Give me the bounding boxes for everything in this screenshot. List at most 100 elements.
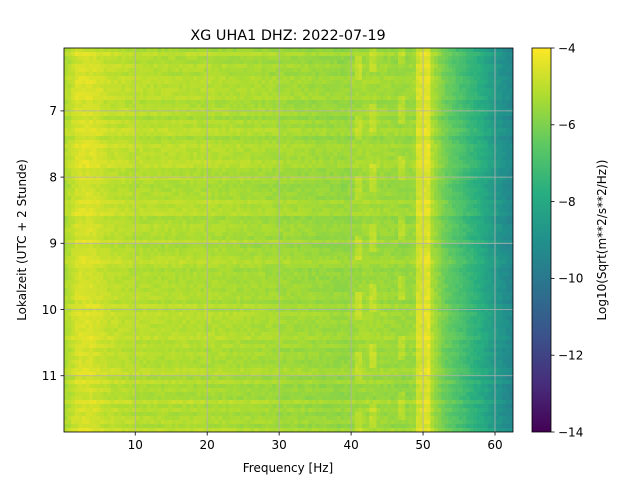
spectrogram-cell [495, 176, 500, 181]
spectrogram-cell [117, 164, 123, 169]
spectrogram-cell [265, 188, 270, 193]
spectrogram-cell [110, 176, 115, 181]
spectrogram-cell [365, 144, 370, 149]
spectrogram-cell [491, 156, 496, 161]
spectrogram-cell [182, 184, 187, 189]
spectrogram-cell [232, 140, 238, 145]
spectrogram-cell [196, 108, 202, 113]
spectrogram-cell [351, 64, 356, 69]
spectrogram-cell [491, 76, 496, 81]
spectrogram-cell [315, 48, 320, 53]
spectrogram-cell [301, 168, 306, 173]
spectrogram-cell [250, 76, 255, 81]
spectrogram-cell [232, 92, 238, 97]
spectrogram-cell [150, 196, 155, 201]
spectrogram-cell [283, 96, 288, 101]
spectrogram-cell [92, 84, 97, 89]
spectrogram-cell [225, 184, 230, 189]
spectrogram-cell [484, 88, 489, 93]
spectrogram-cell [114, 172, 119, 177]
spectrogram-cell [311, 172, 317, 177]
spectrogram-cell [380, 88, 385, 93]
spectrogram-cell [150, 144, 155, 149]
spectrogram-cell [487, 140, 493, 145]
spectrogram-cell [455, 128, 460, 133]
spectrogram-cell [128, 156, 133, 161]
spectrogram-cell [448, 148, 453, 153]
spectrogram-cell [376, 68, 381, 73]
spectrogram-cell [319, 176, 324, 181]
spectrogram-cell [71, 192, 76, 197]
spectrogram-cell [376, 100, 381, 105]
spectrogram-cell [143, 204, 148, 209]
spectrogram-cell [326, 76, 331, 81]
spectrogram-cell [369, 84, 374, 89]
spectrogram-cell [290, 200, 295, 205]
spectrogram-cell [96, 72, 101, 77]
spectrogram-cell [189, 68, 194, 73]
spectrogram-cell [193, 140, 198, 145]
spectrogram-cell [351, 116, 356, 121]
spectrogram-cell [383, 100, 388, 105]
spectrogram-cell [344, 144, 349, 149]
spectrogram-cell [67, 128, 72, 133]
spectrogram-cell [207, 108, 212, 113]
spectrogram-cell [200, 64, 205, 69]
spectrogram-cell [275, 64, 281, 69]
spectrogram-cell [347, 96, 352, 101]
spectrogram-cell [444, 156, 449, 161]
spectrogram-cell [290, 108, 295, 113]
spectrogram-cell [243, 128, 248, 133]
spectrogram-cell [193, 56, 198, 61]
spectrogram-cell [257, 76, 263, 81]
spectrogram-cell [96, 156, 101, 161]
spectrogram-cell [257, 52, 263, 57]
spectrogram-cell [390, 172, 396, 177]
spectrogram-cell [200, 84, 205, 89]
spectrogram-cell [315, 60, 320, 65]
spectrogram-cell [110, 116, 115, 121]
spectrogram-cell [437, 184, 442, 189]
spectrogram-cell [466, 196, 471, 201]
spectrogram-cell [171, 204, 176, 209]
spectrogram-cell [250, 104, 255, 109]
spectrogram-cell [441, 140, 446, 145]
spectrogram-cell [333, 112, 338, 117]
spectrogram-cell [376, 148, 381, 153]
spectrogram-cell [225, 172, 230, 177]
spectrogram-cell [286, 172, 291, 177]
spectrogram-cell [121, 104, 126, 109]
spectrogram-cell [175, 156, 180, 161]
spectrogram-cell [469, 120, 475, 125]
spectrogram-cell [182, 128, 187, 133]
spectrogram-cell [509, 80, 513, 85]
spectrogram-cell [480, 112, 485, 117]
spectrogram-cell [211, 200, 216, 205]
spectrogram-cell [78, 168, 83, 173]
spectrogram-cell [107, 96, 112, 101]
spectrogram-cell [186, 184, 191, 189]
spectrogram-cell [423, 132, 428, 137]
spectrogram-cell [290, 80, 295, 85]
spectrogram-cell [369, 116, 374, 121]
spectrogram-cell [484, 124, 489, 129]
spectrogram-cell [175, 160, 180, 165]
spectrogram-cell [67, 84, 72, 89]
spectrogram-cell [293, 184, 299, 189]
spectrogram-cell [207, 128, 212, 133]
spectrogram-cell [340, 104, 345, 109]
spectrogram-cell [135, 128, 141, 133]
spectrogram-cell [484, 176, 489, 181]
spectrogram-cell [243, 144, 248, 149]
spectrogram-cell [143, 132, 148, 137]
spectrogram-cell [261, 104, 266, 109]
spectrogram-cell [455, 148, 460, 153]
spectrogram-cell [272, 52, 277, 57]
spectrogram-cell [153, 88, 158, 93]
spectrogram-cell [153, 60, 158, 65]
spectrogram-cell [469, 184, 475, 189]
spectrogram-cell [416, 68, 421, 73]
spectrogram-cell [261, 96, 266, 101]
spectrogram-cell [301, 104, 306, 109]
spectrogram-cell [218, 76, 223, 81]
